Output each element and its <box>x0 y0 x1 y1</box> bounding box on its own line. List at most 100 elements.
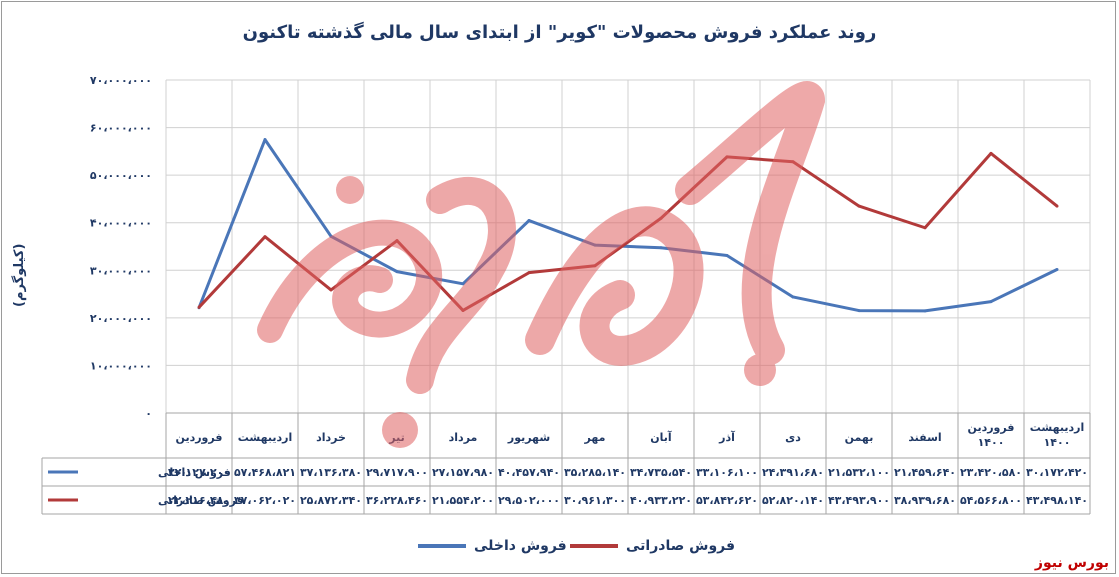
data-label: ۳۴،۷۳۵،۵۴۰ <box>630 466 692 479</box>
x-tick-label: بهمن <box>845 431 874 444</box>
data-point-domestic <box>395 270 399 274</box>
data-label: ۳۷،۰۶۲،۰۲۰ <box>234 494 296 507</box>
y-tick-label: ۲۰،۰۰۰،۰۰۰ <box>90 312 152 325</box>
data-label: ۴۰،۴۵۷،۹۴۰ <box>498 466 560 479</box>
x-tick-label-line: فروردین <box>176 431 223 444</box>
data-label: ۲۲،۱۲۷،۲۰۰ <box>168 466 230 479</box>
x-tick-label-line: فروردین <box>968 421 1015 434</box>
data-label: ۴۰،۹۳۳،۲۲۰ <box>630 494 692 507</box>
data-label: ۳۰،۱۷۲،۴۲۰ <box>1026 466 1088 479</box>
legend-export-swatch <box>570 544 618 548</box>
data-point-domestic <box>593 243 597 247</box>
data-label: ۵۲،۸۲۰،۱۴۰ <box>762 494 824 507</box>
x-tick-label-line: خرداد <box>316 431 346 444</box>
chart-title: روند عملکرد فروش محصولات "کویر" از ابتدا… <box>242 22 877 43</box>
x-tick-label: آذر <box>718 430 735 444</box>
x-tick-label: خرداد <box>316 431 346 444</box>
x-tick-label-line: اردیبهشت <box>1030 421 1084 434</box>
legend-domestic-swatch <box>418 544 466 548</box>
data-label: ۵۴،۵۶۶،۸۰۰ <box>960 494 1022 507</box>
data-label: ۵۷،۴۶۸،۸۲۱ <box>234 466 296 479</box>
x-tick-label: فروردین ۱۴۰۰ <box>968 421 1015 449</box>
data-label: ۳۳،۱۰۶،۱۰۰ <box>696 466 758 479</box>
data-point-export <box>395 239 399 243</box>
legend-domestic-label: فروش داخلی <box>474 538 567 554</box>
data-point-export <box>1055 204 1059 208</box>
chart-legend: فروش صادراتی فروش داخلی <box>0 538 1119 562</box>
data-label: ۳۷،۱۳۶،۳۸۰ <box>300 466 362 479</box>
data-label: ۲۱،۵۳۲،۱۰۰ <box>828 466 890 479</box>
data-label: ۳۶،۲۲۸،۴۶۰ <box>366 494 428 507</box>
x-tick-label-line: ۱۴۰۰ <box>978 436 1005 449</box>
data-point-export <box>527 271 531 275</box>
x-tick-label-line: تیر <box>388 431 404 444</box>
data-label: ۴۳،۴۹۳،۹۰۰ <box>828 494 890 507</box>
x-tick-label: آبان <box>650 430 672 444</box>
data-point-export <box>725 155 729 159</box>
data-label: ۲۹،۵۰۲،۰۰۰ <box>498 494 560 507</box>
x-tick-label: مهر <box>584 431 606 444</box>
data-point-domestic <box>659 246 663 250</box>
table-series-name: فروش صادراتی <box>158 494 244 507</box>
data-point-export <box>791 160 795 164</box>
data-label: ۲۳،۴۲۰،۵۸۰ <box>960 466 1022 479</box>
data-point-export <box>461 308 465 312</box>
x-tick-label: مرداد <box>449 431 478 444</box>
data-point-export <box>923 226 927 230</box>
data-point-export <box>197 305 201 309</box>
x-tick-label: اسفند <box>908 431 941 444</box>
source-credit: بورس نیوز <box>1034 555 1109 571</box>
data-label: ۴۳،۴۹۸،۱۴۰ <box>1026 494 1088 507</box>
data-label: ۵۳،۸۴۲،۶۲۰ <box>696 494 758 507</box>
data-point-domestic <box>1055 267 1059 271</box>
data-point-domestic <box>527 219 531 223</box>
x-tick-label-line: بهمن <box>845 431 874 444</box>
data-point-domestic <box>329 234 333 238</box>
data-label: ۳۸،۹۳۹،۶۸۰ <box>894 494 956 507</box>
data-point-export <box>989 151 993 155</box>
data-label: ۲۱،۴۵۹،۶۴۰ <box>894 466 956 479</box>
x-tick-label-line: آبان <box>650 430 672 444</box>
y-tick-label: ۷۰،۰۰۰،۰۰۰ <box>90 74 152 87</box>
data-point-export <box>857 204 861 208</box>
data-point-domestic <box>857 309 861 313</box>
x-tick-label-line: مرداد <box>449 431 478 444</box>
legend-export-label: فروش صادراتی <box>626 538 736 554</box>
data-point-export <box>593 264 597 268</box>
x-tick-label: اردیبهشت ۱۴۰۰ <box>1030 421 1084 449</box>
x-tick-label-line: شهریور <box>507 431 550 444</box>
data-point-export <box>659 216 663 220</box>
data-point-domestic <box>989 300 993 304</box>
data-label: ۳۵،۲۸۵،۱۴۰ <box>564 466 626 479</box>
data-point-domestic <box>263 138 267 142</box>
y-tick-label: ۵۰،۰۰۰،۰۰۰ <box>90 169 152 182</box>
x-tick-label-line: دی <box>785 431 801 444</box>
data-point-domestic <box>461 282 465 286</box>
data-label: ۲۴،۳۹۱،۶۸۰ <box>762 466 824 479</box>
x-tick-label: دی <box>785 431 801 444</box>
legend-domestic: فروش داخلی <box>418 538 567 554</box>
x-tick-label: شهریور <box>507 431 550 444</box>
data-label: ۲۱،۵۵۴،۲۰۰ <box>432 494 494 507</box>
data-point-domestic <box>923 309 927 313</box>
y-tick-label: ۴۰،۰۰۰،۰۰۰ <box>90 217 152 230</box>
data-point-export <box>329 288 333 292</box>
x-tick-label-line: اردیبهشت <box>238 431 292 444</box>
y-tick-label: ۰ <box>145 407 152 420</box>
x-tick-label: فروردین <box>176 431 223 444</box>
x-tick-label: اردیبهشت <box>238 431 292 444</box>
x-tick-label-line: مهر <box>584 431 606 444</box>
x-tick-label-line: ۱۴۰۰ <box>1044 436 1071 449</box>
y-tick-label: ۳۰،۰۰۰،۰۰۰ <box>90 264 152 277</box>
x-tick-label: تیر <box>388 431 404 444</box>
data-point-domestic <box>791 295 795 299</box>
table-series-name: فروش داخلی <box>158 466 231 479</box>
legend-export: فروش صادراتی <box>570 538 735 554</box>
y-tick-label: ۶۰،۰۰۰،۰۰۰ <box>90 122 152 135</box>
data-label: ۳۰،۹۶۱،۳۰۰ <box>564 494 626 507</box>
data-point-export <box>263 235 267 239</box>
data-label: ۲۷،۱۵۷،۹۸۰ <box>432 466 494 479</box>
y-tick-label: ۱۰،۰۰۰،۰۰۰ <box>90 359 152 372</box>
data-label: ۲۹،۷۱۷،۹۰۰ <box>366 466 428 479</box>
